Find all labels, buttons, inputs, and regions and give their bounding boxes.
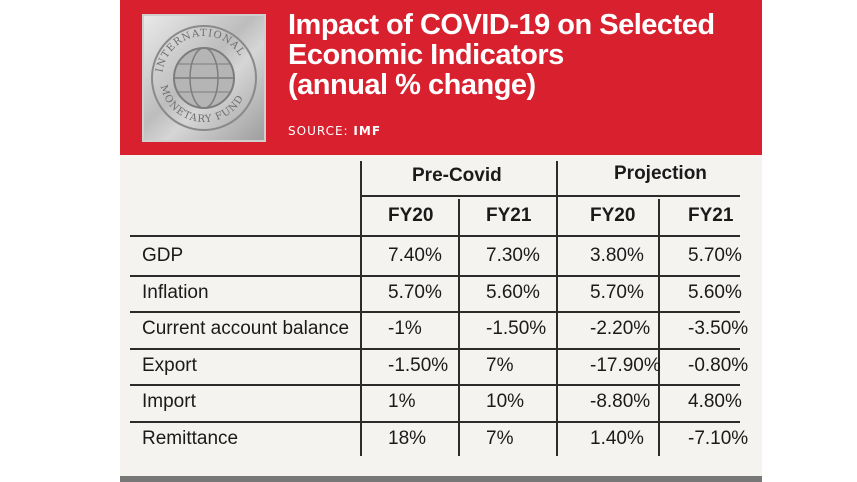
column-header: FY20 — [590, 205, 636, 226]
row-label: Inflation — [142, 281, 209, 303]
table-cell: 7% — [486, 428, 514, 449]
imf-logo: INTERNATIONAL MONETARY FUND — [142, 14, 266, 142]
divider — [360, 195, 740, 197]
header-banner: INTERNATIONAL MONETARY FUND Impact of CO… — [120, 0, 762, 155]
divider — [556, 161, 558, 456]
table-cell: -2.20% — [590, 318, 651, 340]
title-line-3: (annual % change) — [288, 69, 536, 101]
source-note: SOURCE: IMF — [288, 124, 381, 138]
table-cell: -0.80% — [688, 354, 749, 376]
table-cell: 7.40% — [388, 245, 442, 266]
group-header-pre-covid: Pre-Covid — [412, 165, 502, 186]
imf-seal-icon: INTERNATIONAL MONETARY FUND — [151, 25, 257, 131]
table-cell: -7.10% — [688, 428, 749, 449]
table-cell: 18% — [388, 428, 427, 449]
row-label: Import — [142, 391, 196, 413]
page-title: Impact of COVID-19 on Selected Economic … — [288, 10, 748, 100]
divider — [130, 235, 740, 237]
table-cell: 1% — [388, 391, 416, 413]
row-divider — [130, 274, 740, 277]
table-cell: 1.40% — [590, 428, 644, 449]
bottom-bar — [120, 476, 762, 482]
table-cell: 10% — [486, 391, 525, 413]
row-divider — [130, 311, 740, 314]
table-cell: -1.50% — [388, 354, 449, 376]
column-header: FY20 — [388, 205, 434, 226]
row-divider — [130, 384, 740, 387]
table-cell: -1.50% — [486, 318, 547, 340]
infographic-card: INTERNATIONAL MONETARY FUND Impact of CO… — [120, 0, 762, 482]
table-cell: -8.80% — [590, 391, 651, 413]
row-label: Export — [142, 354, 197, 376]
row-divider — [130, 421, 740, 423]
divider — [658, 199, 660, 456]
divider — [360, 161, 362, 456]
table-cell: -3.50% — [688, 318, 749, 340]
column-header: FY21 — [486, 205, 532, 226]
divider — [458, 199, 460, 456]
title-line-1: Impact of COVID-19 on Selected — [288, 9, 715, 41]
table-cell: 5.60% — [688, 281, 742, 303]
table-cell: 4.80% — [688, 391, 742, 413]
column-header: FY21 — [688, 205, 734, 226]
row-divider — [130, 347, 740, 350]
table-cell: 7.30% — [486, 245, 540, 266]
table-cell: 5.70% — [388, 281, 442, 303]
table-cell: 3.80% — [590, 245, 644, 266]
group-header-projection: Projection — [614, 163, 707, 184]
table-cell: 7% — [486, 354, 514, 376]
title-line-2: Economic Indicators — [288, 39, 564, 71]
table-cell: 5.70% — [688, 245, 742, 266]
row-label: Remittance — [142, 428, 239, 449]
row-label: GDP — [142, 245, 184, 266]
table-cell: -17.90% — [590, 354, 661, 376]
table-cell: -1% — [388, 318, 422, 340]
source-label: SOURCE: — [288, 124, 349, 138]
table-cell: 5.60% — [486, 281, 540, 303]
source-value: IMF — [353, 124, 382, 138]
row-label: Current account balance — [142, 318, 350, 340]
table-cell: 5.70% — [590, 281, 644, 303]
